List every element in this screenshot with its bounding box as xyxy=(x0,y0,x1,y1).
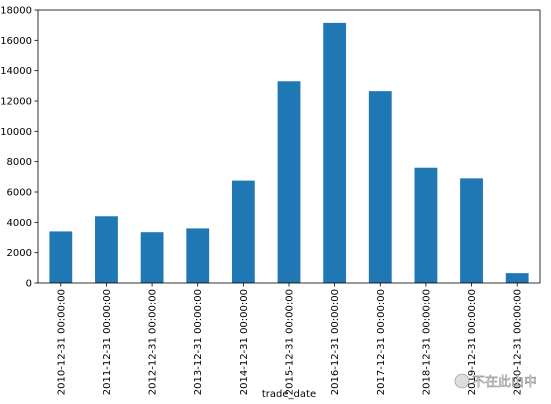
bar xyxy=(505,273,529,283)
x-tick-label: 2016-12-31 00:00:00 xyxy=(330,289,341,395)
bar xyxy=(49,231,73,283)
x-axis: 2010-12-31 00:00:00 2011-12-31 00:00:00 20… xyxy=(56,283,524,395)
y-tick-label: 10000 xyxy=(0,127,32,138)
plot-frame xyxy=(37,9,541,284)
watermark-text: 不在此山中 xyxy=(472,375,537,390)
bar xyxy=(95,216,118,283)
x-tick-label: 2020-12-31 00:00:00 xyxy=(513,289,524,395)
bars-group xyxy=(49,22,529,284)
watermark-icon xyxy=(454,373,470,389)
x-tick-label: 2018-12-31 00:00:00 xyxy=(421,289,432,395)
x-tick-label: 2012-12-31 00:00:00 xyxy=(148,289,159,395)
y-tick-label: 0 xyxy=(26,279,32,290)
y-tick-label: 12000 xyxy=(0,97,32,108)
x-tick-label: 2019-12-31 00:00:00 xyxy=(467,289,478,395)
y-tick-label: 4000 xyxy=(7,218,32,229)
bar xyxy=(368,91,392,284)
bar xyxy=(414,167,438,283)
x-tick-label: 2013-12-31 00:00:00 xyxy=(193,289,204,395)
bar xyxy=(277,81,301,284)
watermark: 不在此山中 xyxy=(454,373,537,390)
y-tick-label: 8000 xyxy=(7,157,32,168)
x-tick-label: 2011-12-31 00:00:00 xyxy=(102,289,113,395)
y-axis: 0 2000 4000 6000 8000 10000 12000 14000 16000 180… xyxy=(0,6,38,290)
bar xyxy=(323,22,347,284)
bar xyxy=(460,178,483,283)
y-tick-label: 18000 xyxy=(0,6,32,17)
bar xyxy=(140,232,164,283)
bar xyxy=(231,180,255,283)
x-tick-label: 2010-12-31 00:00:00 xyxy=(56,289,67,395)
bar xyxy=(186,228,210,283)
x-tick-label: 2014-12-31 00:00:00 xyxy=(239,289,250,395)
y-tick-label: 14000 xyxy=(0,66,32,77)
y-tick-label: 2000 xyxy=(7,248,32,259)
x-tick-label: 2015-12-31 00:00:00 xyxy=(285,289,296,395)
y-tick-label: 6000 xyxy=(7,188,32,199)
x-tick-label: 2017-12-31 00:00:00 xyxy=(376,289,387,395)
y-tick-label: 16000 xyxy=(0,36,32,47)
x-axis-title: trade_date xyxy=(262,389,316,400)
